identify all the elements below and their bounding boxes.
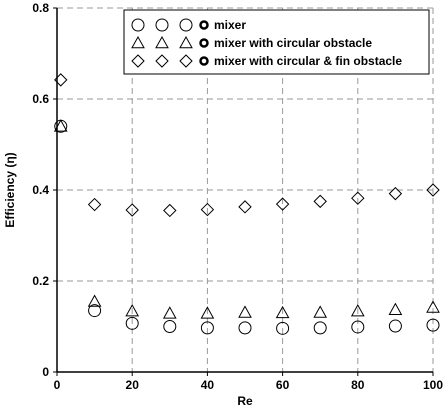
legend: mixer mixer with circular obstacle mixer w… [123,9,430,75]
legend-label: mixer with circular obstacle [214,36,372,50]
circle-data-point [276,321,290,335]
data-points [53,73,440,335]
legend-label: mixer with circular & fin obstacle [214,54,402,68]
circle-data-point [163,320,177,333]
diamond-data-point [87,197,102,212]
legend-circle-marker [179,18,193,32]
legend-triangle-marker [155,35,169,49]
triangle-data-point [238,305,252,318]
circle-data-point [351,320,365,334]
circle-data-point [88,304,102,318]
diamond-data-point [200,202,215,217]
diamond-data-point [388,186,403,201]
legend-label: mixer [214,18,246,32]
triangle-data-point [53,119,68,132]
circle-data-point [313,321,327,335]
legend-symbol-icon [199,38,209,48]
circle-data-point [426,318,440,332]
diamond-data-point [313,194,327,209]
diamond-data-point [125,203,139,217]
triangle-data-point [426,300,440,313]
legend-diamond-marker [131,54,145,68]
y-tick-label: 0.4 [32,183,49,197]
diamond-data-point [426,183,440,197]
y-tick-label: 0.6 [32,92,49,106]
diamond-data-point [163,203,177,218]
legend-diamond-marker [155,54,169,68]
legend-circle-marker [131,18,145,32]
triangle-data-point [200,306,215,319]
y-tick-label: 0.2 [32,274,49,288]
x-tick-label: 0 [54,378,61,392]
diamond-data-point [275,197,290,211]
circle-data-point [200,321,214,335]
legend-triangle-marker [179,35,193,49]
triangle-data-point [388,302,403,315]
triangle-data-point [125,304,140,317]
axes [53,7,434,376]
triangle-data-point [162,306,177,319]
circle-data-point [125,316,139,330]
y-tick-label: 0.8 [32,1,49,15]
y-axis-title: Efficiency (η) [3,152,17,227]
diamond-data-point [351,191,365,205]
legend-symbol-icon [199,56,209,66]
tick-labels: 0 20 40 60 80 100 0 0.2 0.4 0.6 0.8 [32,1,443,392]
legend-symbol-icon [199,20,209,30]
x-tick-label: 20 [126,378,140,392]
diamond-data-point [54,73,68,87]
circle-data-point [238,321,252,335]
x-tick-label: 40 [201,378,215,392]
y-tick-label: 0 [42,365,49,379]
diamond-data-point [238,200,252,214]
x-tick-label: 80 [351,378,365,392]
triangle-data-point [87,294,102,307]
legend-circle-marker [155,18,169,32]
x-tick-label: 100 [423,378,443,392]
x-tick-label: 60 [276,378,290,392]
circle-data-point [388,319,402,333]
legend-box [123,9,430,75]
x-axis-title: Re [237,394,253,408]
triangle-data-point [313,305,328,318]
triangle-data-point [350,304,365,317]
legend-diamond-marker [179,54,193,68]
triangle-data-point [275,305,290,319]
legend-triangle-marker [131,35,145,49]
